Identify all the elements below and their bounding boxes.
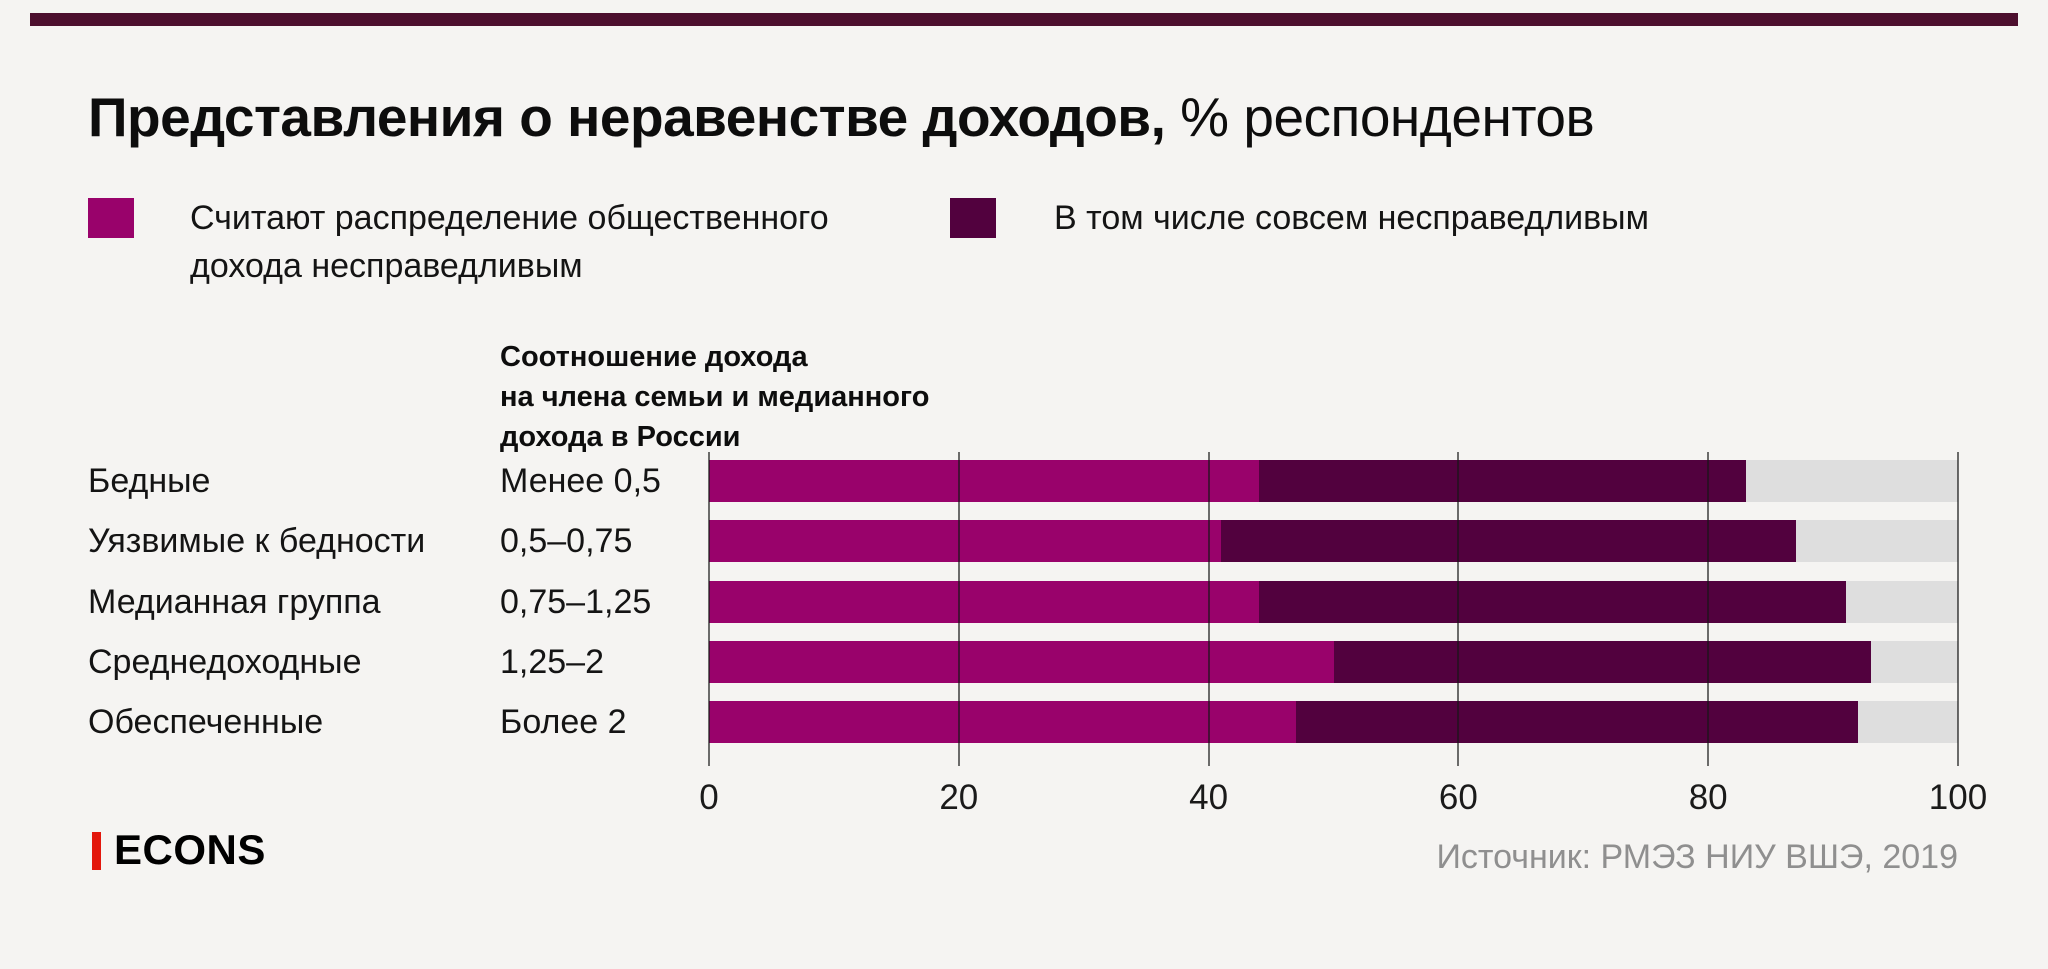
- bar-track: [709, 520, 1958, 562]
- row-ratio-label: 0,75–1,25: [500, 583, 652, 621]
- row-ratio-label: 0,5–0,75: [500, 522, 633, 560]
- bar-segment-unfair: [709, 460, 1259, 502]
- gridline: [957, 452, 960, 766]
- row-group-label: Медианная группа: [88, 583, 381, 621]
- legend-swatch-completely-unfair: [950, 198, 996, 238]
- chart-row: Бедные Менее 0,5: [0, 460, 2048, 502]
- x-tick-label: 40: [1189, 778, 1229, 817]
- column-header-line: на члена семьи и медианного: [500, 381, 930, 413]
- row-group-label: Среднедоходные: [88, 643, 362, 681]
- gridline: [1957, 452, 1959, 766]
- bar-segment-completely-unfair: [1333, 641, 1871, 683]
- column-header-line: дохода в России: [500, 421, 741, 453]
- bar-segment-completely-unfair: [1296, 701, 1859, 743]
- bar-track: [709, 581, 1958, 623]
- chart-row: Уязвимые к бедности 0,5–0,75: [0, 520, 2048, 562]
- page-title: Представления о неравенстве доходов, % р…: [88, 86, 1595, 148]
- legend-label-completely-unfair: В том числе совсем несправедливым: [1054, 199, 1649, 237]
- gridline: [1707, 452, 1710, 766]
- bar-segment-unfair: [709, 520, 1222, 562]
- row-group-label: Бедные: [88, 462, 211, 500]
- bar-track: [709, 701, 1958, 743]
- gridline: [708, 452, 710, 766]
- bar-segment-unfair: [709, 581, 1259, 623]
- chart-row: Среднедоходные 1,25–2: [0, 641, 2048, 683]
- bar-segment-unfair: [709, 701, 1297, 743]
- x-tick-label: 80: [1688, 778, 1728, 817]
- bar-segment-completely-unfair: [1258, 581, 1846, 623]
- bar-track: [709, 460, 1958, 502]
- chart-row: Обеспеченные Более 2: [0, 701, 2048, 743]
- legend-label-unfair: Считают распределение общественного дохо…: [190, 199, 829, 285]
- logo-accent-bar: [92, 832, 101, 870]
- column-header: Соотношение дохода на члена семьи и меди…: [500, 337, 929, 457]
- row-ratio-label: Более 2: [500, 703, 627, 741]
- gridline: [1207, 452, 1210, 766]
- x-tick-label: 60: [1438, 778, 1478, 817]
- bar-segment-completely-unfair: [1258, 460, 1746, 502]
- x-tick-label: 100: [1928, 778, 1988, 817]
- top-accent-bar: [30, 13, 2018, 26]
- source-note: Источник: РМЭЗ НИУ ВШЭ, 2019: [1436, 838, 1958, 876]
- page-title-bold: Представления о неравенстве доходов,: [88, 86, 1166, 148]
- row-ratio-label: Менее 0,5: [500, 462, 661, 500]
- legend-swatch-unfair: [88, 198, 134, 238]
- bar-segment-unfair: [709, 641, 1334, 683]
- chart-row: Медианная группа 0,75–1,25: [0, 581, 2048, 623]
- gridline: [1457, 452, 1460, 766]
- row-ratio-label: 1,25–2: [500, 643, 604, 681]
- page-title-regular: % респондентов: [1165, 86, 1595, 148]
- econs-logo: ECONS: [114, 826, 266, 873]
- x-tick-label: 20: [939, 778, 979, 817]
- bar-segment-completely-unfair: [1221, 520, 1796, 562]
- column-header-line: Соотношение дохода: [500, 341, 808, 373]
- row-group-label: Уязвимые к бедности: [88, 522, 426, 560]
- x-tick-label: 0: [699, 778, 719, 817]
- bar-track: [709, 641, 1958, 683]
- row-group-label: Обеспеченные: [88, 703, 324, 741]
